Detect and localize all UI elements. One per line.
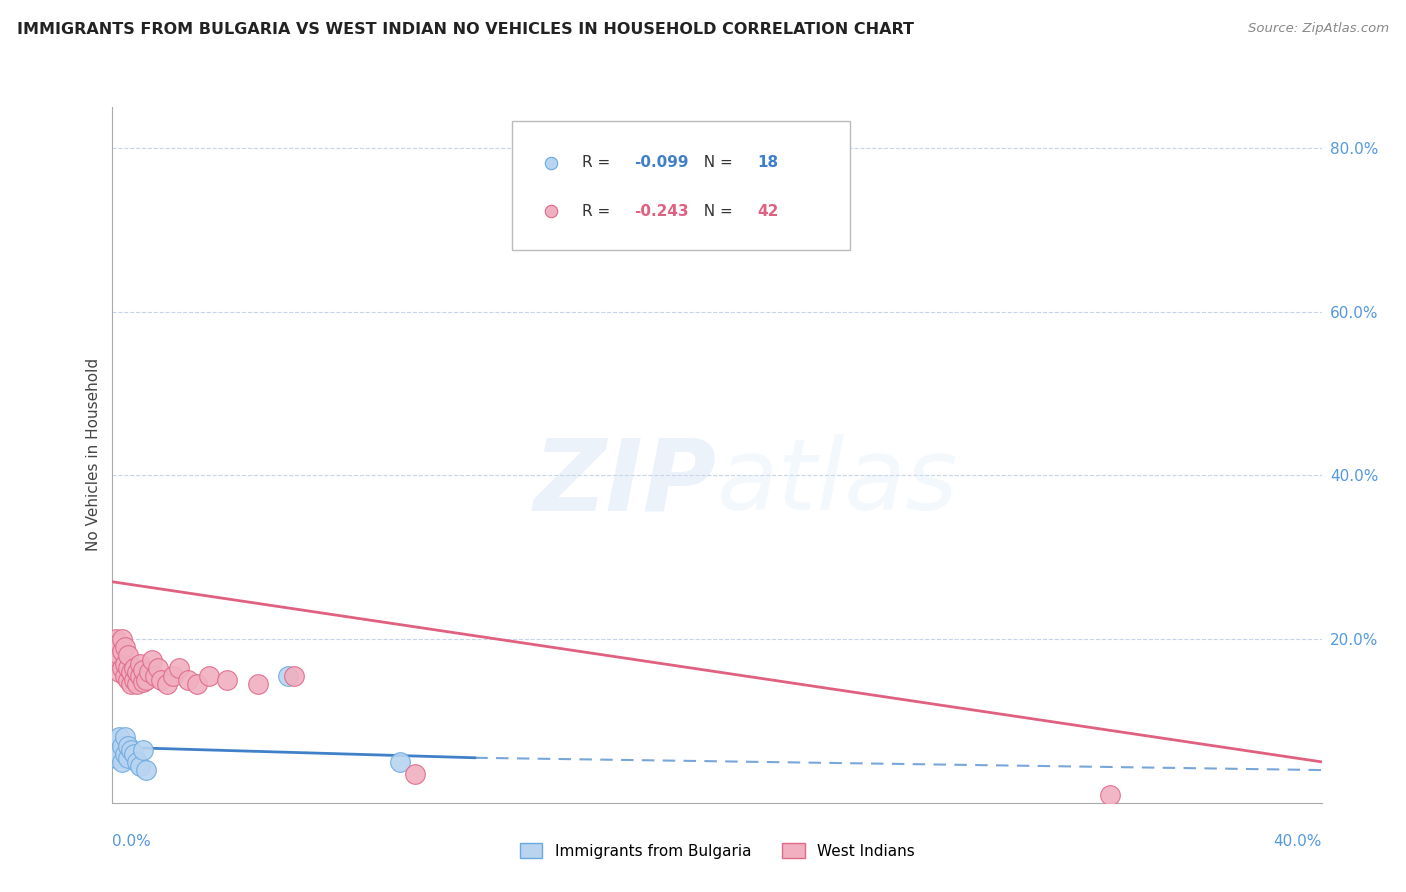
Point (198, 669, 221, 683)
Text: 40.0%: 40.0% (1274, 834, 1322, 849)
Text: Source: ZipAtlas.com: Source: ZipAtlas.com (1249, 22, 1389, 36)
Text: -0.099: -0.099 (634, 155, 688, 170)
Point (107, 636, 129, 650)
Point (122, 661, 145, 675)
Point (104, 734, 127, 748)
Point (141, 652, 163, 666)
Text: -0.243: -0.243 (634, 204, 689, 219)
Text: R =: R = (582, 204, 614, 219)
Point (117, 739, 139, 753)
Point (404, 767, 426, 781)
Point (277, 669, 299, 683)
Point (125, 677, 148, 691)
Text: N =: N = (695, 204, 738, 219)
Point (177, 673, 200, 687)
Point (283, 669, 305, 683)
Point (1098, 788, 1121, 802)
Point (138, 665, 160, 679)
Point (114, 731, 136, 745)
Point (217, 673, 239, 687)
Text: IMMIGRANTS FROM BULGARIA VS WEST INDIAN NO VEHICLES IN HOUSEHOLD CORRELATION CHA: IMMIGRANTS FROM BULGARIA VS WEST INDIAN … (17, 22, 914, 37)
Point (120, 677, 142, 691)
Point (122, 747, 145, 761)
Y-axis label: No Vehicles in Household: No Vehicles in Household (86, 359, 101, 551)
Point (162, 669, 184, 683)
Point (246, 677, 269, 691)
Point (110, 632, 132, 646)
Point (167, 661, 190, 675)
Point (156, 677, 179, 691)
Point (120, 742, 142, 756)
Point (186, 677, 208, 691)
Point (135, 673, 157, 687)
Text: N =: N = (695, 155, 738, 170)
Point (128, 669, 150, 683)
Legend: Immigrants from Bulgaria, West Indians: Immigrants from Bulgaria, West Indians (513, 837, 921, 864)
Point (135, 763, 157, 777)
Text: R =: R = (582, 155, 614, 170)
Text: 42: 42 (756, 204, 779, 219)
Text: 18: 18 (756, 155, 778, 170)
Point (107, 648, 129, 663)
Point (128, 759, 150, 773)
Point (1198, 43, 1220, 57)
Point (114, 669, 136, 683)
Point (114, 657, 136, 671)
Point (1198, 100, 1220, 114)
Point (125, 755, 148, 769)
Point (107, 665, 129, 679)
Point (149, 673, 172, 687)
Point (114, 747, 136, 761)
Point (120, 665, 142, 679)
Point (388, 755, 411, 769)
Point (146, 661, 169, 675)
Point (125, 665, 148, 679)
Point (110, 739, 132, 753)
Text: 0.0%: 0.0% (112, 834, 152, 849)
Point (117, 648, 139, 663)
Point (104, 640, 127, 655)
Point (132, 663, 155, 677)
Point (110, 661, 132, 675)
Point (104, 632, 127, 646)
Point (110, 644, 132, 658)
Point (104, 652, 127, 666)
Point (122, 673, 145, 687)
Point (110, 755, 132, 769)
Point (143, 669, 166, 683)
Point (117, 673, 139, 687)
Text: ZIP: ZIP (534, 434, 717, 532)
FancyBboxPatch shape (512, 121, 851, 250)
Point (132, 674, 155, 689)
Point (107, 747, 129, 761)
Point (104, 751, 127, 765)
Text: atlas: atlas (717, 434, 959, 532)
Point (132, 742, 155, 756)
Point (117, 661, 139, 675)
Point (107, 731, 129, 745)
Point (114, 640, 136, 655)
Point (128, 657, 150, 671)
Point (117, 751, 139, 765)
